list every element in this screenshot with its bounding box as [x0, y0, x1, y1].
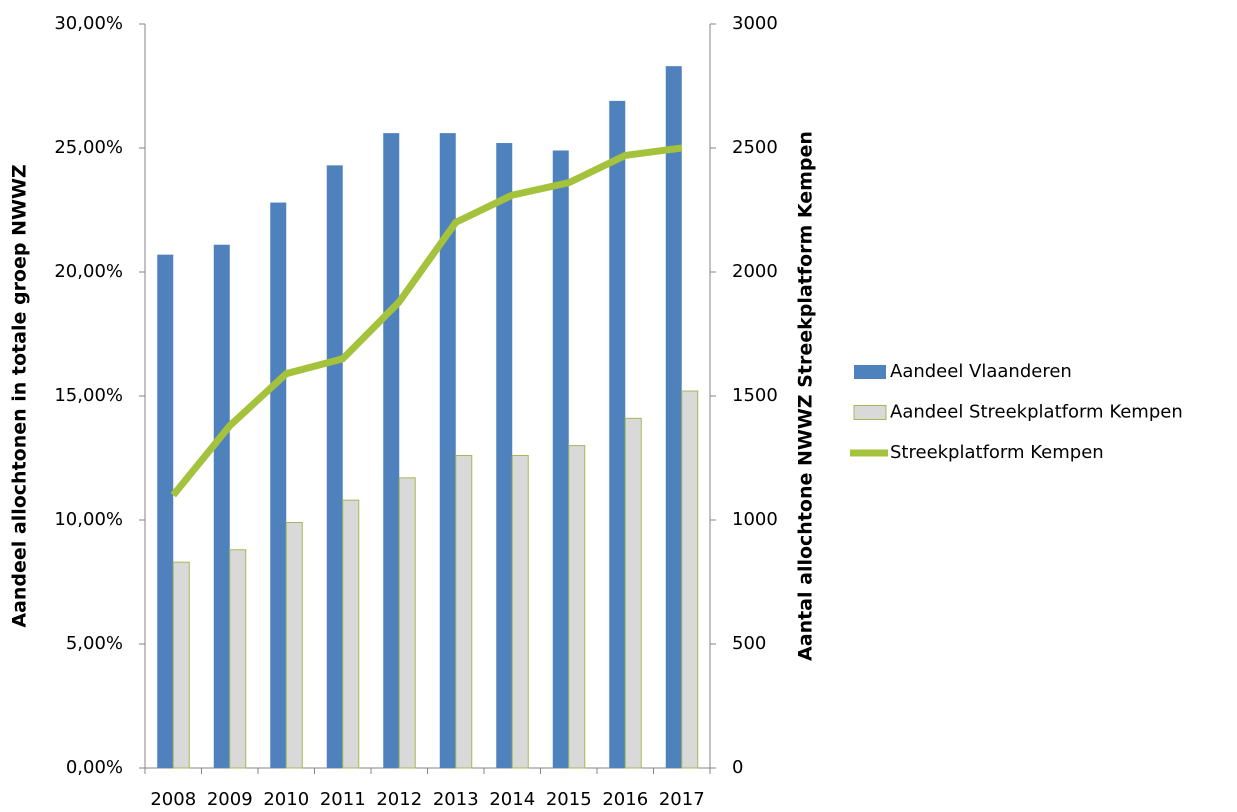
bar [511, 455, 529, 769]
bar [568, 445, 586, 769]
bar [172, 561, 190, 769]
bar [213, 244, 230, 769]
y2-axis-title: Aantal allochtone NWWZ Streekplatform Ke… [795, 131, 817, 661]
y2-tick-label: 500 [732, 633, 766, 654]
bar [398, 477, 416, 769]
x-tick-label: 2017 [659, 789, 705, 810]
y2-tick-label: 2000 [732, 261, 778, 282]
line [170, 144, 683, 498]
y2-tick-label: 3000 [732, 13, 778, 34]
legend-label: Aandeel Vlaanderen [890, 361, 1072, 382]
legend-swatch [853, 405, 887, 420]
legend-swatch [854, 365, 886, 379]
y2-tick-label: 2500 [732, 137, 778, 158]
x-tick-label: 2011 [320, 789, 366, 810]
y-tick-label: 30,00% [54, 13, 123, 34]
bar [624, 417, 642, 769]
bar [496, 143, 513, 769]
x-tick-label: 2014 [489, 789, 535, 810]
x-tick-label: 2010 [263, 789, 309, 810]
x-tick-label: 2008 [150, 789, 196, 810]
bar [285, 521, 303, 769]
x-tick-label: 2013 [433, 789, 479, 810]
bar [552, 150, 569, 769]
y2-tick-label: 0 [732, 757, 743, 778]
bar [157, 254, 174, 768]
y2-tick-label: 1500 [732, 385, 778, 406]
y-tick-label: 10,00% [54, 509, 123, 530]
x-tick-label: 2009 [207, 789, 253, 810]
bar [342, 499, 360, 769]
y-axis-title: Aandeel allochtonen in totale groep NWWZ [9, 164, 31, 627]
bar [609, 100, 626, 768]
y-tick-label: 15,00% [54, 385, 123, 406]
bar [383, 133, 400, 768]
x-tick-label: 2012 [376, 789, 422, 810]
bar [665, 66, 682, 768]
bar [439, 133, 456, 768]
x-tick-label: 2016 [602, 789, 648, 810]
y-tick-label: 5,00% [66, 633, 123, 654]
bar [326, 165, 343, 769]
bar [681, 390, 699, 769]
y-tick-label: 25,00% [54, 137, 123, 158]
x-tick-label: 2015 [546, 789, 592, 810]
legend-label: Streekplatform Kempen [890, 442, 1104, 463]
y-tick-label: 0,00% [66, 757, 123, 778]
legend-label: Aandeel Streekplatform Kempen [890, 402, 1183, 423]
bar [270, 202, 287, 768]
bar [455, 455, 473, 769]
y2-tick-label: 1000 [732, 509, 778, 530]
bar [229, 549, 247, 769]
y-tick-label: 20,00% [54, 261, 123, 282]
